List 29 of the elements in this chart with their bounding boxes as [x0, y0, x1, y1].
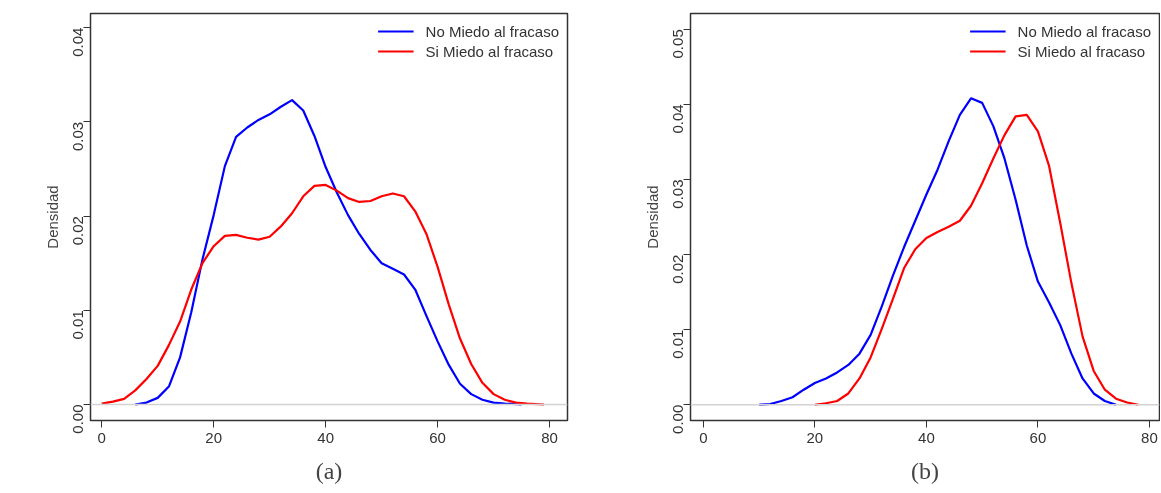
- y-axis-title: Densidad: [643, 185, 661, 249]
- text: (b): [911, 457, 939, 484]
- x-tick-label: 0: [699, 428, 708, 446]
- y-tick-label: 0.02: [669, 254, 687, 284]
- y-tick-label: 0.02: [69, 216, 87, 246]
- x-tick-label: 60: [1029, 428, 1047, 446]
- y-tick-label: 0.04: [69, 27, 87, 57]
- x-tick-label: 40: [918, 428, 935, 446]
- y-tick-label: 0.04: [669, 104, 687, 134]
- y-tick-label: 0.00: [69, 404, 87, 434]
- legend-label: Si Miedo al fracaso: [425, 42, 554, 60]
- y-tick-label: 0.01: [69, 310, 87, 340]
- x-tick-label: 80: [1141, 428, 1158, 446]
- y-tick-label: 0.03: [69, 121, 87, 152]
- y-tick-label: 0.03: [669, 179, 687, 209]
- x-tick-label: 60: [429, 428, 446, 446]
- x-tick-label: 80: [541, 428, 558, 446]
- x-tick-label: 40: [317, 428, 334, 446]
- x-tick-label: 0: [97, 428, 106, 446]
- y-tick-label: 0.05: [669, 29, 687, 59]
- x-tick-label: 20: [806, 428, 824, 446]
- x-tick-label: 20: [205, 428, 223, 446]
- y-tick-label: 0.00: [669, 404, 687, 434]
- text: (a): [315, 457, 343, 484]
- legend-label: Si Miedo al fracaso: [1017, 42, 1146, 60]
- y-axis-title: Densidad: [43, 185, 61, 249]
- y-tick-label: 0.01: [669, 329, 687, 359]
- legend-label: No Miedo al fracaso: [1017, 22, 1151, 40]
- legend-label: No Miedo al fracaso: [425, 22, 559, 40]
